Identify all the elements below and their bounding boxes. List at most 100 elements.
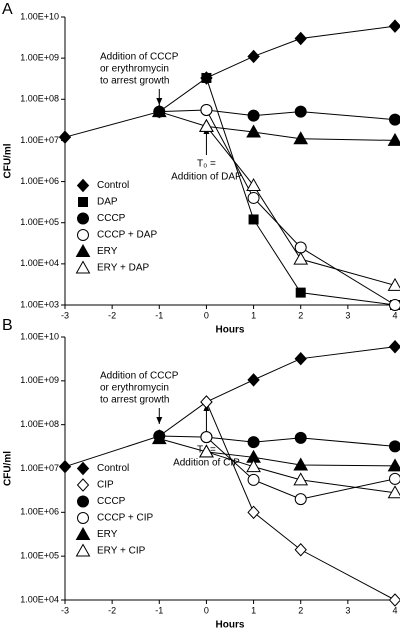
annotation: Addition of DAP [171,172,242,183]
legend-marker [76,178,90,193]
x-tick-label: 4 [392,310,397,320]
panel-label: B [2,317,13,334]
x-tick-label: 3 [345,310,350,320]
data-point [293,251,309,265]
x-tick-label: 1 [251,605,256,615]
x-tick-label: -3 [61,605,69,615]
y-tick-label: 1.00E+04 [20,258,59,268]
data-point [247,473,260,486]
data-point [58,130,72,144]
legend-label: ERY [97,529,118,540]
annotation: or erythromycin [100,383,169,394]
legend-label: Control [97,463,129,474]
x-tick-label: -3 [61,310,69,320]
series-line [159,109,396,121]
data-point [295,287,306,298]
series-line [206,436,396,500]
data-point [294,351,307,366]
legend-label: ERY + DAP [97,263,149,274]
legend-label: CIP [97,480,114,491]
y-tick-label: 1.00E+05 [20,217,59,227]
data-point [199,118,214,132]
data-point [387,277,400,291]
annotation: Addition of CCCP [100,52,179,63]
legend-marker [75,526,91,540]
data-point [247,109,260,122]
data-point [388,339,400,354]
data-point [246,178,261,192]
x-tick-label: -1 [155,310,163,320]
data-point [201,72,212,83]
legend-label: CCCP [97,213,126,224]
legend-label: ERY [97,246,118,257]
y-tick-label: 1.00E+07 [20,463,59,473]
y-tick-label: 1.00E+10 [20,11,59,21]
x-axis-label: Hours [216,620,245,631]
x-tick-label: -2 [108,310,116,320]
series-line [205,401,396,601]
data-point [247,373,260,387]
series-line [206,451,396,494]
data-point [293,457,309,471]
annotation: Addition of CCCP [100,371,179,382]
data-point [389,472,400,485]
data-point [294,241,307,254]
series-line [64,25,396,138]
legend-marker [77,512,89,524]
data-point [388,19,400,33]
series-line [206,126,396,286]
series-line [64,346,396,468]
x-axis-label: Hours [216,325,245,336]
x-tick-label: 2 [298,605,303,615]
data-point [246,124,261,138]
series-line [159,111,396,141]
data-point [200,431,213,444]
data-point [387,132,400,146]
legend-marker [77,212,89,225]
x-tick-label: 0 [204,310,209,320]
data-point [58,459,72,474]
data-point [200,395,213,409]
x-tick-label: -2 [108,605,116,615]
legend-label: CCCP + CIP [97,513,154,524]
y-tick-label: 1.00E+05 [20,551,59,561]
legend-marker [75,243,91,257]
y-tick-label: 1.00E+08 [20,419,59,429]
data-point [293,131,309,145]
y-tick-label: 1.00E+08 [20,94,59,104]
y-axis-label: CFU/ml [3,451,14,486]
series-line [159,435,396,447]
data-point [294,105,307,118]
legend-marker [77,229,89,241]
legend-marker [78,197,88,207]
data-point [388,593,400,607]
y-tick-label: 1.00E+07 [20,135,59,145]
legend-label: Control [97,180,129,191]
data-point [294,493,307,506]
arrow-head [156,417,163,424]
series-line [205,77,396,306]
data-point [387,458,400,472]
data-point [294,431,307,444]
y-tick-label: 1.00E+10 [20,331,59,341]
data-point [294,543,307,557]
data-point [247,191,260,204]
data-point [246,459,261,473]
y-tick-label: 1.00E+03 [20,299,59,309]
legend-marker [75,543,91,557]
y-tick-label: 1.00E+04 [20,594,59,604]
legend-label: DAP [97,197,118,208]
data-point [389,299,400,311]
y-tick-label: 1.00E+09 [20,375,59,385]
data-point [389,440,400,453]
data-point [247,49,260,64]
annotation: or erythromycin [100,64,169,75]
legend-marker [76,478,90,492]
annotation: T₀ = [197,159,216,170]
data-point [294,31,307,46]
y-tick-label: 1.00E+09 [20,53,59,63]
x-tick-label: 1 [251,310,256,320]
legend-label: ERY + CIP [97,546,146,557]
data-point [247,436,260,449]
